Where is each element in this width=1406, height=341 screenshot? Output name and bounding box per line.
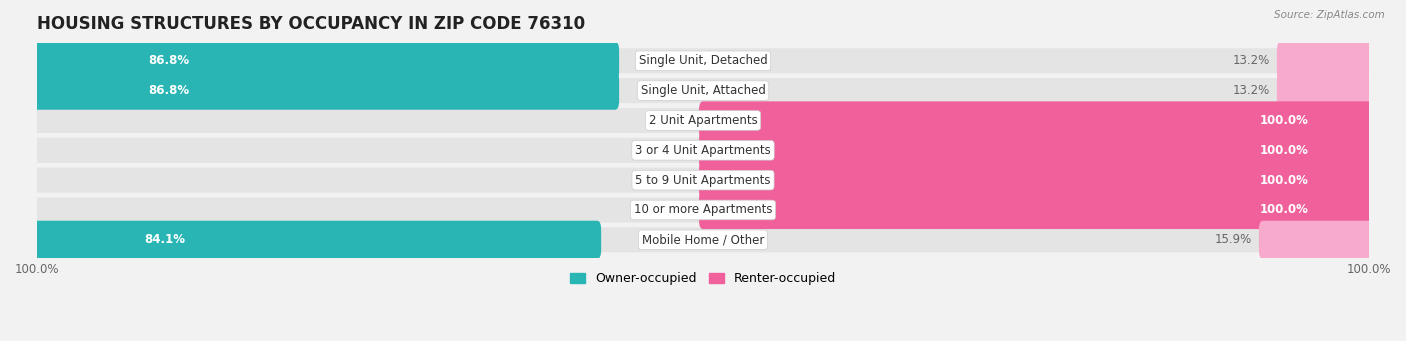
FancyBboxPatch shape <box>37 197 1369 222</box>
FancyBboxPatch shape <box>1277 42 1372 80</box>
FancyBboxPatch shape <box>699 191 1372 229</box>
FancyBboxPatch shape <box>1277 72 1372 110</box>
Text: 84.1%: 84.1% <box>145 233 186 246</box>
Text: 13.2%: 13.2% <box>1233 84 1270 97</box>
FancyBboxPatch shape <box>37 78 1369 103</box>
Text: Mobile Home / Other: Mobile Home / Other <box>641 233 765 246</box>
Text: 5 to 9 Unit Apartments: 5 to 9 Unit Apartments <box>636 174 770 187</box>
FancyBboxPatch shape <box>37 168 1369 193</box>
Legend: Owner-occupied, Renter-occupied: Owner-occupied, Renter-occupied <box>565 267 841 290</box>
Text: 13.2%: 13.2% <box>1233 54 1270 67</box>
Text: 2 Unit Apartments: 2 Unit Apartments <box>648 114 758 127</box>
Text: HOUSING STRUCTURES BY OCCUPANCY IN ZIP CODE 76310: HOUSING STRUCTURES BY OCCUPANCY IN ZIP C… <box>37 15 585 33</box>
FancyBboxPatch shape <box>699 101 1372 139</box>
FancyBboxPatch shape <box>34 72 619 110</box>
FancyBboxPatch shape <box>1258 221 1372 259</box>
Text: Single Unit, Attached: Single Unit, Attached <box>641 84 765 97</box>
FancyBboxPatch shape <box>699 131 1372 169</box>
FancyBboxPatch shape <box>34 42 619 80</box>
Text: Single Unit, Detached: Single Unit, Detached <box>638 54 768 67</box>
Text: 3 or 4 Unit Apartments: 3 or 4 Unit Apartments <box>636 144 770 157</box>
FancyBboxPatch shape <box>37 108 1369 133</box>
FancyBboxPatch shape <box>34 221 602 259</box>
Text: 15.9%: 15.9% <box>1215 233 1253 246</box>
FancyBboxPatch shape <box>37 138 1369 163</box>
Text: 100.0%: 100.0% <box>1260 114 1309 127</box>
Text: Source: ZipAtlas.com: Source: ZipAtlas.com <box>1274 10 1385 20</box>
Text: 86.8%: 86.8% <box>148 54 188 67</box>
Text: 100.0%: 100.0% <box>1260 204 1309 217</box>
FancyBboxPatch shape <box>37 48 1369 73</box>
Text: 86.8%: 86.8% <box>148 84 188 97</box>
FancyBboxPatch shape <box>37 227 1369 252</box>
Text: 100.0%: 100.0% <box>1260 144 1309 157</box>
FancyBboxPatch shape <box>699 161 1372 199</box>
Text: 10 or more Apartments: 10 or more Apartments <box>634 204 772 217</box>
Text: 100.0%: 100.0% <box>1260 174 1309 187</box>
